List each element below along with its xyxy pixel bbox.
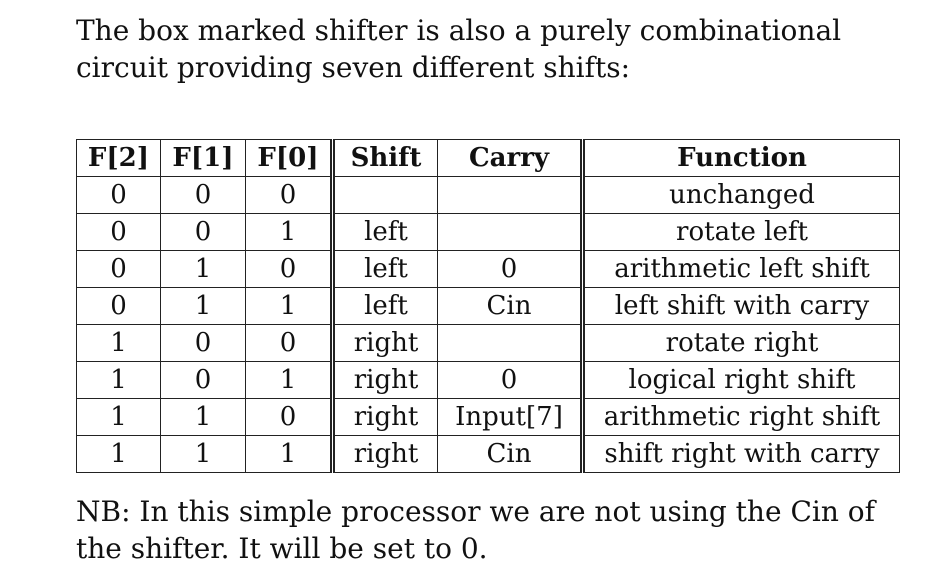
- cell-f0: 1: [245, 213, 335, 251]
- cell-function: logical right shift: [582, 361, 900, 399]
- cell-f2: 1: [76, 324, 161, 362]
- cell-function: unchanged: [582, 176, 900, 214]
- cell-carry: Cin: [437, 287, 585, 325]
- cell-carry: [437, 176, 585, 214]
- cell-carry: 0: [437, 250, 585, 288]
- cell-f0: 0: [245, 176, 335, 214]
- cell-function: shift right with carry: [582, 435, 900, 473]
- cell-carry: Input[7]: [437, 398, 585, 436]
- cell-f0: 1: [245, 435, 335, 473]
- cell-carry: Cin: [437, 435, 585, 473]
- intro-line-1: The box marked shifter is also a purely …: [76, 14, 842, 47]
- cell-shift: right: [332, 361, 438, 399]
- cell-f2: 0: [76, 213, 161, 251]
- cell-f1: 1: [160, 287, 246, 325]
- header-shift: Shift: [332, 139, 438, 177]
- table-header-row: F[2] F[1] F[0] Shift Carry Function: [76, 139, 900, 177]
- cell-carry: 0: [437, 361, 585, 399]
- cell-f2: 0: [76, 287, 161, 325]
- cell-f0: 1: [245, 287, 335, 325]
- header-f2: F[2]: [76, 139, 161, 177]
- cell-carry: [437, 324, 585, 362]
- header-carry: Carry: [437, 139, 585, 177]
- note-line-1: NB: In this simple processor we are not …: [76, 495, 875, 528]
- note-line-2: the shifter. It will be set to 0.: [76, 532, 488, 565]
- cell-f2: 1: [76, 435, 161, 473]
- cell-shift: left: [332, 213, 438, 251]
- cell-f0: 0: [245, 250, 335, 288]
- table-row: 0 1 0 left 0 arithmetic left shift: [76, 250, 900, 288]
- intro-line-2: circuit providing seven different shifts…: [76, 51, 631, 84]
- cell-f1: 0: [160, 324, 246, 362]
- header-f1: F[1]: [160, 139, 246, 177]
- table-row: 0 1 1 left Cin left shift with carry: [76, 287, 900, 325]
- cell-f1: 0: [160, 176, 246, 214]
- cell-f0: 0: [245, 398, 335, 436]
- cell-f2: 1: [76, 361, 161, 399]
- cell-shift: [332, 176, 438, 214]
- cell-shift: left: [332, 250, 438, 288]
- cell-f1: 1: [160, 435, 246, 473]
- cell-function: arithmetic right shift: [582, 398, 900, 436]
- shifter-function-table: F[2] F[1] F[0] Shift Carry Function 0 0 …: [76, 139, 900, 473]
- intro-paragraph: The box marked shifter is also a purely …: [76, 12, 916, 86]
- cell-shift: right: [332, 324, 438, 362]
- cell-function: left shift with carry: [582, 287, 900, 325]
- table-row: 1 1 0 right Input[7] arithmetic right sh…: [76, 398, 900, 436]
- header-function: Function: [582, 139, 900, 177]
- cell-f2: 1: [76, 398, 161, 436]
- cell-f1: 0: [160, 213, 246, 251]
- cell-shift: right: [332, 435, 438, 473]
- cell-f1: 1: [160, 398, 246, 436]
- table-row: 1 0 0 right rotate right: [76, 324, 900, 362]
- header-f0: F[0]: [245, 139, 335, 177]
- cell-function: rotate left: [582, 213, 900, 251]
- table-row: 1 1 1 right Cin shift right with carry: [76, 435, 900, 473]
- cell-f2: 0: [76, 250, 161, 288]
- cell-shift: right: [332, 398, 438, 436]
- table-row: 1 0 1 right 0 logical right shift: [76, 361, 900, 399]
- cell-f0: 1: [245, 361, 335, 399]
- cell-f0: 0: [245, 324, 335, 362]
- table-row: 0 0 0 unchanged: [76, 176, 900, 214]
- note-paragraph: NB: In this simple processor we are not …: [76, 493, 916, 567]
- table-row: 0 0 1 left rotate left: [76, 213, 900, 251]
- cell-function: rotate right: [582, 324, 900, 362]
- cell-carry: [437, 213, 585, 251]
- cell-f2: 0: [76, 176, 161, 214]
- cell-f1: 1: [160, 250, 246, 288]
- cell-shift: left: [332, 287, 438, 325]
- cell-function: arithmetic left shift: [582, 250, 900, 288]
- cell-f1: 0: [160, 361, 246, 399]
